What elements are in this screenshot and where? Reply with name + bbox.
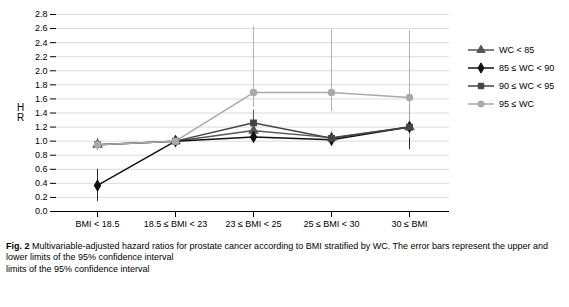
html-text:90 ≤ WC < 95: 90 ≤ WC < 95 [499, 81, 555, 91]
svg-text:2.0: 2.0 [35, 66, 48, 76]
html-text:95 ≤ WC: 95 ≤ WC [499, 99, 534, 109]
svg-text:0.6: 0.6 [35, 164, 48, 174]
svg-text:0.4: 0.4 [35, 178, 48, 188]
svg-text:0.0: 0.0 [35, 206, 48, 216]
svg-text:1.4: 1.4 [35, 108, 48, 118]
html-text:WC < 85: WC < 85 [499, 45, 535, 55]
svg-text:BMI < 18.5: BMI < 18.5 [76, 219, 120, 229]
svg-text:2.6: 2.6 [35, 23, 48, 33]
svg-text:30 ≤ BMI: 30 ≤ BMI [392, 219, 428, 229]
svg-text:25 ≤ BMI < 30: 25 ≤ BMI < 30 [303, 219, 359, 229]
svg-text:0.2: 0.2 [35, 192, 48, 202]
svg-text:23 ≤ BMI < 25: 23 ≤ BMI < 25 [225, 219, 281, 229]
svg-text:HR: HR [17, 102, 24, 123]
svg-text:1.8: 1.8 [35, 80, 48, 90]
svg-text:2.8: 2.8 [35, 9, 48, 19]
svg-text:2.4: 2.4 [35, 38, 48, 48]
svg-text:1.0: 1.0 [35, 136, 48, 146]
svg-text:0.8: 0.8 [35, 150, 48, 160]
svg-text:18.5 ≤ BMI < 23: 18.5 ≤ BMI < 23 [144, 219, 208, 229]
html-text:85 ≤ WC < 90: 85 ≤ WC < 90 [499, 63, 555, 73]
html-text:limits of the 95% confidence i: limits of the 95% confidence interval [6, 263, 150, 274]
html-text:Fig. 2 Multivariable-adjusted: Fig. 2 Multivariable-adjusted hazard rat… [6, 241, 549, 263]
svg-text:2.2: 2.2 [35, 52, 48, 62]
svg-text:1.6: 1.6 [35, 94, 48, 104]
svg-text:1.2: 1.2 [35, 122, 48, 132]
